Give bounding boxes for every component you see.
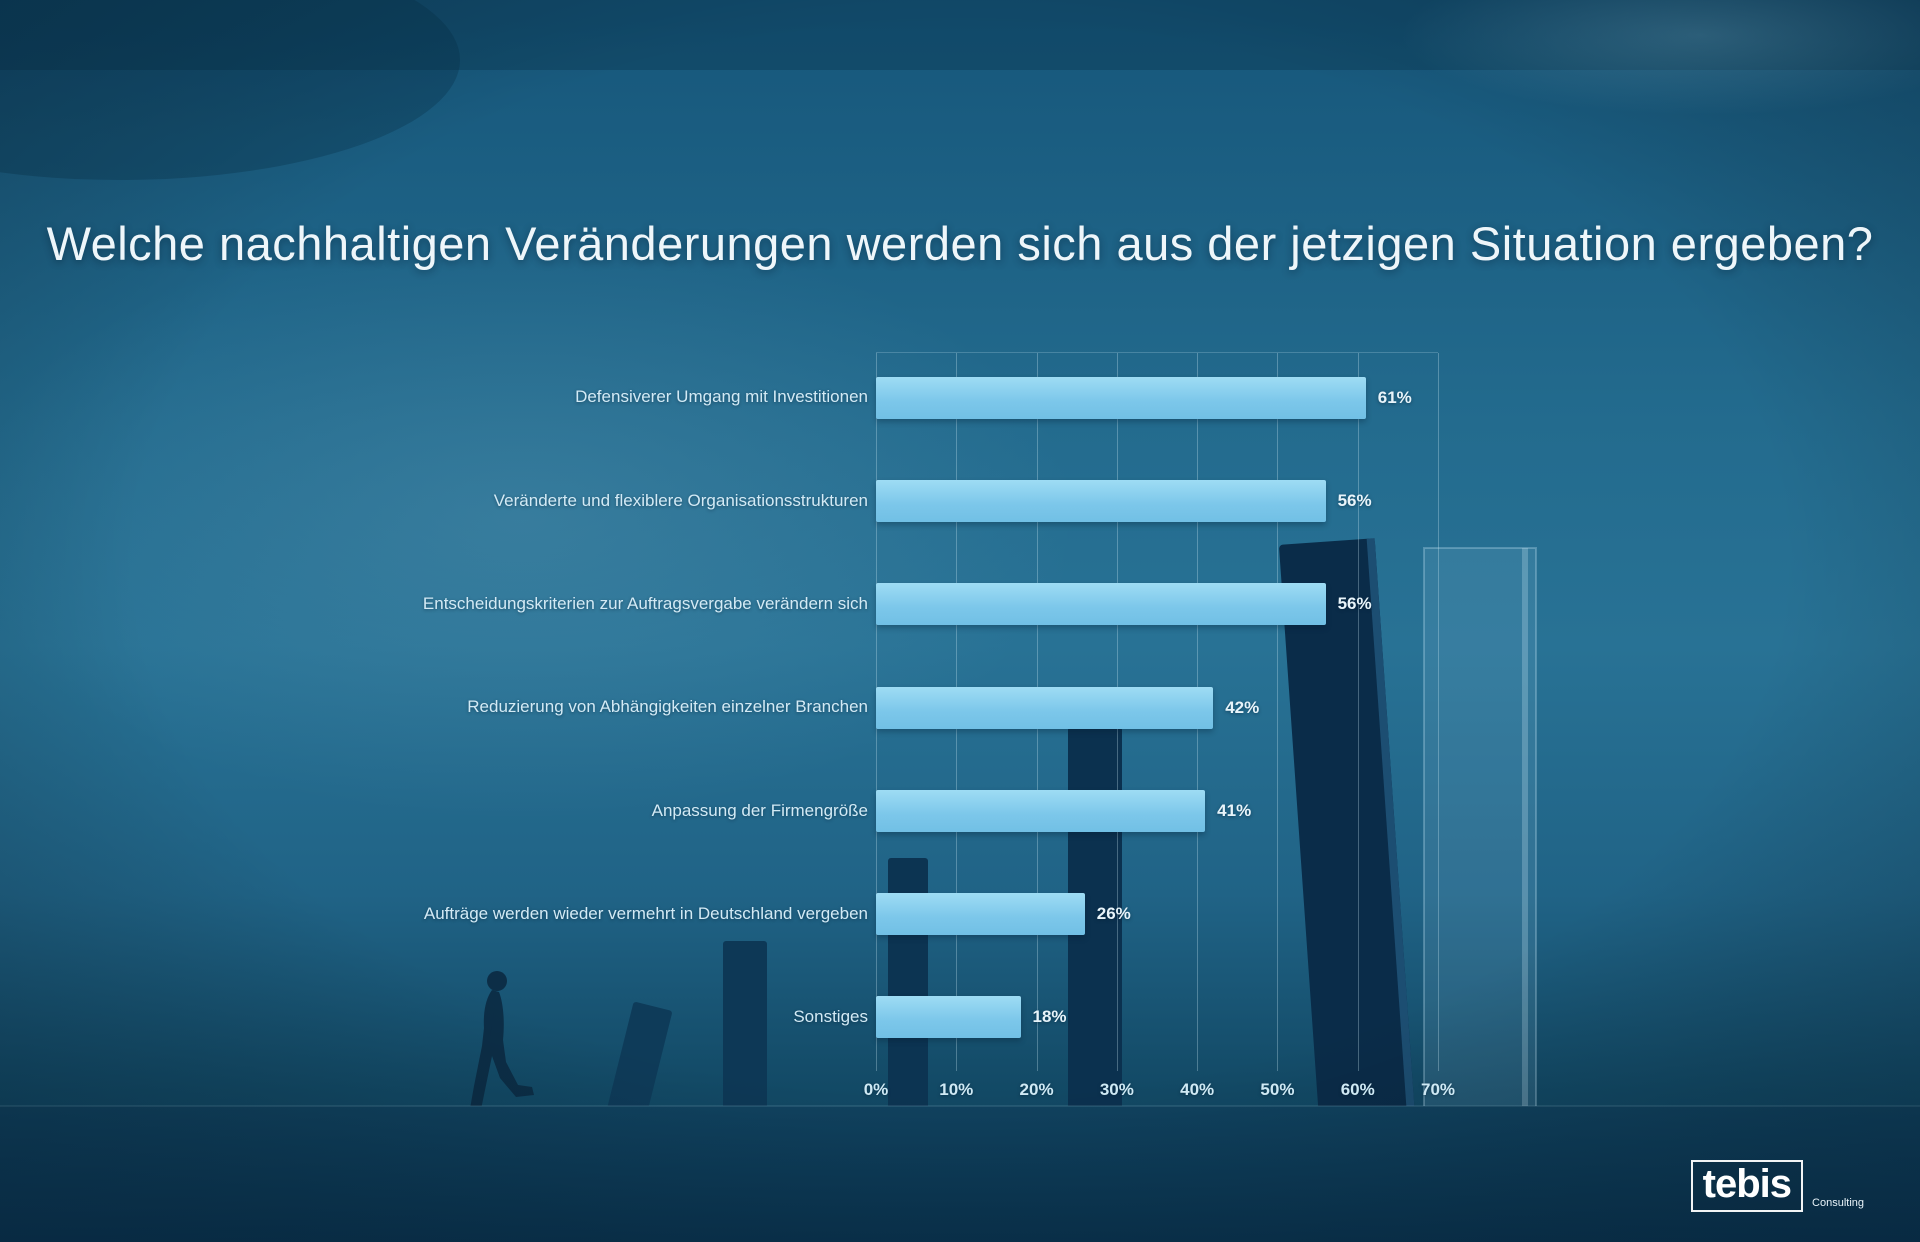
x-axis-tick: 70%	[1420, 1080, 1456, 1099]
bar-track: 56%	[876, 449, 1438, 552]
bar-track: 18%	[876, 966, 1438, 1069]
logo-brand-text: tebis	[1690, 1160, 1804, 1212]
gridline	[1277, 353, 1279, 1071]
chart-row: Defensiverer Umgang mit Investitionen 61%	[390, 346, 1438, 449]
category-label: Anpassung der Firmengröße	[651, 800, 868, 820]
page-title: Welche nachhaltigen Veränderungen werden…	[46, 217, 1874, 270]
bar	[876, 583, 1326, 626]
value-label: 26%	[1096, 904, 1131, 924]
bar-track: 41%	[876, 759, 1438, 862]
tebis-logo: tebis Consulting	[1690, 1160, 1864, 1212]
x-axis-tick: 0%	[863, 1080, 889, 1099]
bar	[876, 376, 1366, 419]
gridline	[1438, 353, 1439, 1071]
value-label: 42%	[1225, 697, 1260, 717]
x-axis-tick: 60%	[1340, 1080, 1375, 1099]
x-axis: 0% 10% 20% 30% 40% 50% 60% 70%	[864, 1080, 1455, 1106]
bar	[876, 893, 1085, 936]
bar-track: 56%	[876, 553, 1438, 656]
category-label: Reduzierung von Abhängigkeiten einzelner…	[467, 697, 868, 717]
x-axis-tick: 50%	[1260, 1080, 1295, 1099]
gridline	[1357, 353, 1359, 1071]
x-axis-tick: 20%	[1019, 1080, 1054, 1099]
chart-row: Entscheidungskriterien zur Auftragsverga…	[390, 553, 1438, 656]
chart-row: Veränderte und flexiblere Organisationss…	[390, 449, 1438, 552]
x-axis-tick: 40%	[1180, 1080, 1215, 1099]
bar	[876, 789, 1206, 832]
bar-track: 42%	[876, 656, 1438, 759]
category-label: Sonstiges	[793, 1007, 868, 1027]
logo-sub-text: Consulting	[1812, 1197, 1864, 1209]
x-axis-tick: 30%	[1099, 1080, 1134, 1099]
category-label: Veränderte und flexiblere Organisationss…	[493, 490, 868, 510]
chart-row: Reduzierung von Abhängigkeiten einzelner…	[390, 656, 1438, 759]
chart-row: Sonstiges 18%	[390, 966, 1438, 1069]
category-label: Aufträge werden wieder vermehrt in Deuts…	[423, 903, 868, 923]
chart-row: Aufträge werden wieder vermehrt in Deuts…	[390, 862, 1438, 965]
value-label: 18%	[1032, 1007, 1067, 1027]
value-label: 56%	[1337, 490, 1372, 510]
chart-row: Anpassung der Firmengröße 41%	[390, 759, 1438, 862]
category-label: Defensiverer Umgang mit Investitionen	[575, 387, 868, 407]
bar	[876, 686, 1214, 729]
value-label: 41%	[1217, 800, 1252, 820]
bar	[876, 996, 1021, 1039]
bar	[876, 479, 1326, 522]
chart-rows: Defensiverer Umgang mit Investitionen 61%…	[390, 346, 1438, 1069]
x-axis-tick: 10%	[939, 1080, 974, 1099]
category-label: Entscheidungskriterien zur Auftragsverga…	[422, 593, 868, 613]
value-label: 61%	[1377, 387, 1412, 407]
bar-track: 61%	[876, 346, 1438, 449]
bar-track: 26%	[876, 862, 1438, 965]
value-label: 56%	[1337, 594, 1372, 614]
